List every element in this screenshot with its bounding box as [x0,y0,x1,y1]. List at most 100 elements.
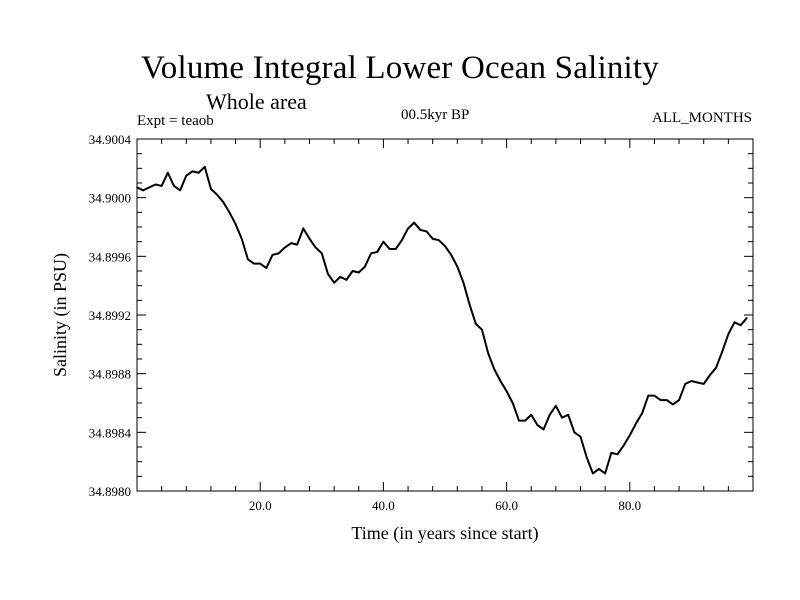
data-point [709,374,711,376]
data-point [265,267,268,269]
data-point [444,245,446,247]
y-tick-label: 34.8992 [89,308,131,323]
data-point [253,262,255,265]
data-point [321,252,323,255]
y-tick-label: 34.9004 [89,132,132,147]
data-point [333,281,335,284]
data-point [271,254,274,256]
data-point [604,472,606,475]
data-point [622,444,625,447]
data-point [733,321,736,324]
data-point [339,276,342,278]
data-point [185,174,188,177]
salinity-series-line [136,165,748,475]
data-point [721,350,723,353]
data-point [425,230,428,233]
data-point [746,317,748,319]
data-point [462,281,465,284]
y-tick-label: 34.8996 [89,249,132,264]
x-tick-label: 40.0 [372,498,395,513]
data-point [388,248,391,250]
x-tick-label: 20.0 [249,498,272,513]
data-point [376,251,379,253]
data-point [450,254,452,256]
data-point [684,383,687,385]
data-point [210,188,212,190]
data-point [468,303,471,306]
data-point [592,472,594,475]
data-point [647,394,650,397]
axis-ticks [137,139,753,491]
data-point [542,428,545,431]
months-label: ALL_MONTHS [652,110,752,126]
y-tick-label: 34.9000 [89,191,131,206]
data-point [702,383,705,385]
data-point [197,171,200,174]
data-point [240,237,243,240]
data-point [179,189,181,192]
data-point [678,399,680,401]
data-point [598,468,600,470]
data-point [629,434,631,437]
data-point [351,270,354,272]
x-axis-title: Time (in years since start) [351,523,538,544]
data-point [635,422,637,425]
chart-title: Volume Integral Lower Ocean Salinity [141,50,659,86]
data-point [696,381,699,384]
x-tick-label: 60.0 [495,498,518,513]
period-label: 00.5kyr BP [401,107,470,123]
data-point [431,237,434,240]
data-point [216,193,218,196]
data-point [173,185,175,187]
data-point [203,166,206,168]
data-point [327,273,329,275]
data-point [567,413,569,416]
data-point [438,239,440,241]
data-point [616,453,619,456]
data-point [524,419,526,422]
plot-frame [136,138,754,492]
data-point [579,435,582,438]
data-point [357,271,360,274]
data-point [154,183,157,186]
data-point [511,402,514,404]
data-point [160,185,163,187]
data-point [191,170,194,173]
data-point [401,239,403,241]
data-point [548,413,551,416]
data-point [653,394,656,397]
data-point [690,380,693,382]
data-point [561,416,563,419]
data-point [394,248,397,250]
data-point [290,242,292,244]
data-point [259,262,262,265]
data-point [228,211,231,214]
data-point [505,390,508,393]
data-point [481,328,483,331]
salinity-points [136,166,748,475]
data-point [413,221,416,224]
data-point [382,240,385,243]
data-point [493,368,496,371]
x-tick-label: 80.0 [618,498,641,513]
y-tick-label: 34.8984 [89,425,132,440]
y-axis-title: Salinity (in PSU) [50,253,71,377]
data-point [715,367,717,369]
data-point [739,324,742,327]
chart-subtitle: Whole area [206,89,307,114]
data-point [536,424,539,426]
data-point [222,201,225,203]
data-point [573,431,576,434]
data-point [277,252,280,255]
data-point [148,186,151,189]
data-point [370,252,372,255]
data-point [555,405,557,407]
data-point [610,452,613,454]
data-point [345,279,348,281]
experiment-label: Expt = teaob [137,113,214,129]
data-point [672,403,674,406]
data-point [487,352,489,354]
data-point [727,333,730,335]
data-point [641,412,643,415]
